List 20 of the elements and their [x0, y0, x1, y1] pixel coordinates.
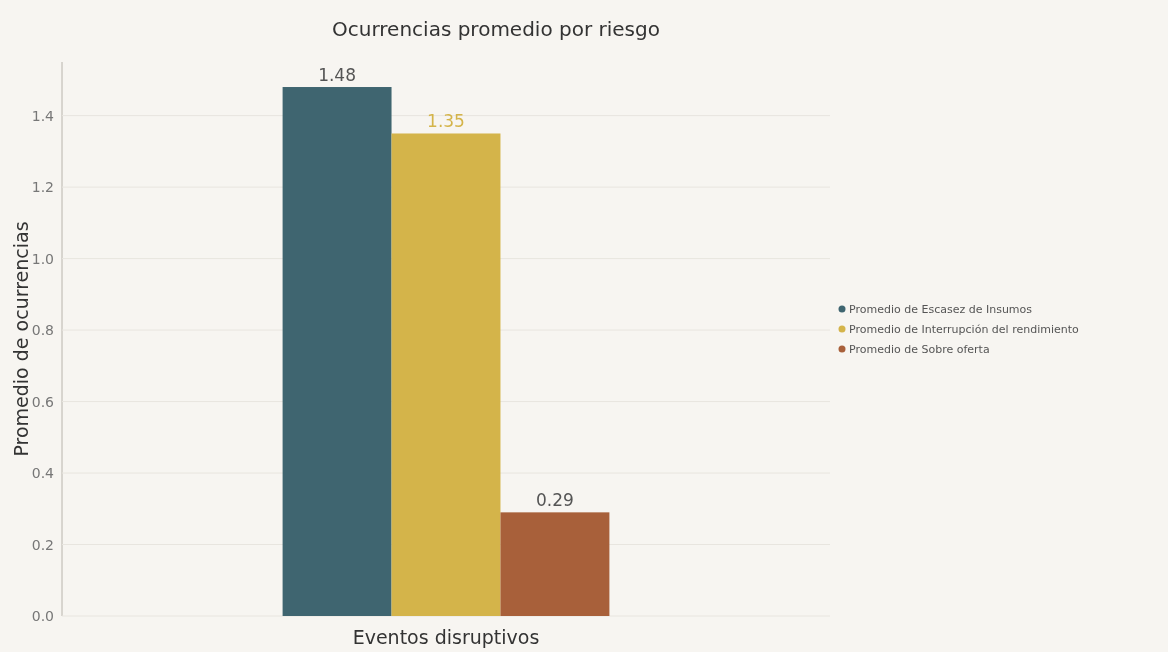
y-tick-label: 0.6	[31, 393, 55, 410]
y-tick-label: 0.0	[31, 608, 54, 624]
y-tick-label: 1.4	[31, 107, 55, 124]
y-axis-title: Promedio de ocurrencias	[10, 221, 32, 457]
bar	[500, 512, 610, 616]
data-label: 0.29	[536, 490, 574, 511]
y-tick-label: 1.0	[31, 250, 54, 267]
y-tick-label: 1.2	[31, 179, 54, 196]
y-tick-label: 0.4	[31, 465, 55, 482]
chart-title: Ocurrencias promedio por riesgo	[332, 17, 660, 41]
legend-label: Promedio de Escasez de Insumos	[849, 303, 1033, 316]
x-tick-label: Eventos disruptivos	[352, 626, 540, 648]
legend-label: Promedio de Sobre oferta	[849, 343, 990, 356]
bar	[282, 87, 392, 616]
y-tick-label: 0.2	[31, 536, 54, 553]
bar	[391, 133, 501, 616]
legend-label: Promedio de Interrupción del rendimiento	[849, 323, 1080, 336]
y-tick-label: 0.8	[31, 322, 54, 339]
data-label: 1.35	[427, 111, 465, 132]
data-label: 1.48	[318, 65, 356, 86]
